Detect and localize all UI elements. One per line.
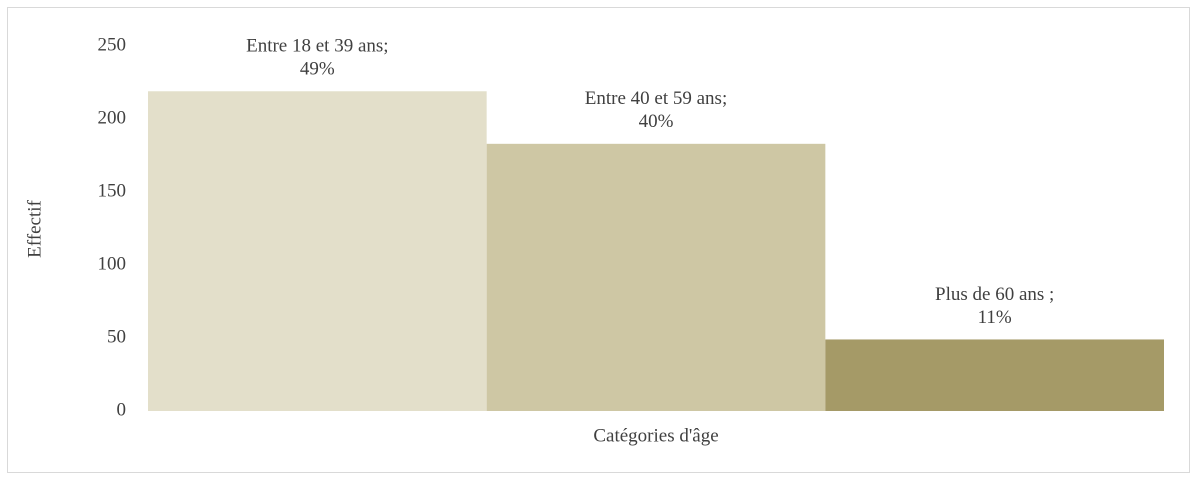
data-label-category: Entre 18 et 39 ans; (246, 36, 388, 57)
data-label-category: Entre 40 et 59 ans; (585, 88, 727, 109)
y-axis-label: Effectif (24, 199, 45, 257)
data-label-share: 49% (300, 59, 335, 80)
bar (486, 143, 826, 411)
y-tick-label: 150 (98, 180, 127, 201)
y-tick-label: 200 (98, 107, 127, 128)
data-label-share: 40% (639, 111, 674, 132)
bar (148, 91, 487, 411)
y-tick-label: 0 (117, 399, 127, 420)
data-label-category: Plus de 60 ans ; (935, 284, 1054, 305)
x-axis-label: Catégories d'âge (593, 425, 718, 446)
y-tick-label: 100 (98, 253, 127, 274)
data-label-share: 11% (978, 307, 1012, 328)
bar (825, 339, 1164, 411)
y-tick-label: 50 (107, 326, 126, 347)
y-tick-label: 250 (98, 34, 127, 55)
